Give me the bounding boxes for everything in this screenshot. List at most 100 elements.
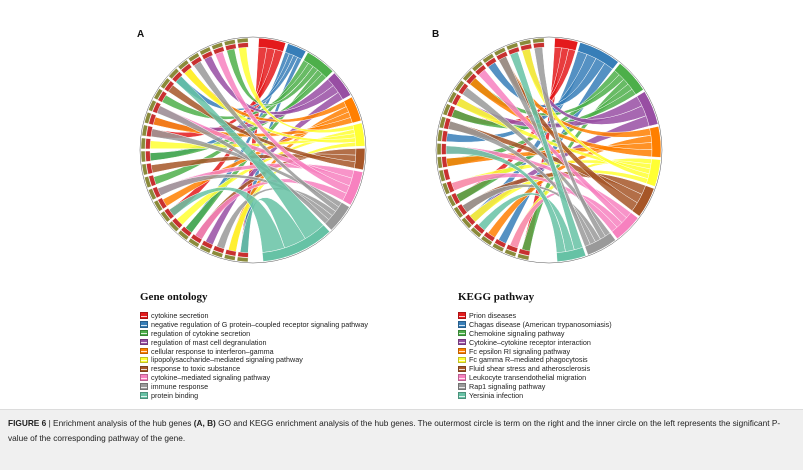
- gene-arc: [439, 116, 447, 129]
- gene-arc: [153, 88, 163, 101]
- gene-pvalue-arc: [225, 249, 237, 257]
- gene-arc: [168, 68, 180, 80]
- gene-arc: [236, 37, 249, 44]
- term-arc: [342, 170, 364, 206]
- legend-swatch: [458, 329, 466, 337]
- outer-outline: [435, 36, 663, 264]
- gene-pvalue-arc: [145, 150, 151, 162]
- legend-label: regulation of mast cell degranulation: [151, 337, 267, 347]
- legend-swatch: [458, 392, 466, 399]
- legend-label: Fluid shear stress and atherosclerosis: [469, 364, 591, 374]
- legend-go: Gene ontology cytokine secretion negative…: [140, 291, 420, 400]
- gene-pvalue-arc: [201, 50, 214, 60]
- gene-pvalue-arc: [458, 83, 469, 95]
- legend-item: response to toxic substance: [140, 364, 420, 373]
- gene-pvalue-arc: [518, 248, 531, 256]
- gene-pvalue-arc: [164, 208, 175, 220]
- term-arc: [303, 52, 334, 78]
- gene-arc: [482, 53, 495, 64]
- term-arc: [262, 224, 330, 262]
- gene-arc: [153, 199, 163, 212]
- gene-pvalue-arc: [180, 63, 193, 74]
- term-arc: [636, 91, 659, 127]
- legend-label: cytokine–mediated signaling pathway: [151, 373, 271, 383]
- caption-separator: |: [46, 418, 54, 428]
- gene-pvalue-arc: [148, 113, 157, 126]
- gene-pvalue-arc: [533, 42, 545, 49]
- gene-pvalue-arc: [171, 217, 183, 229]
- legend-item: Rap1 signaling pathway: [458, 382, 718, 391]
- legend-swatch: [140, 374, 148, 381]
- term-arc: [284, 43, 307, 60]
- gene-pvalue-arc: [171, 71, 183, 83]
- legend-item: Fluid shear stress and atherosclerosis: [458, 364, 718, 373]
- legend-swatch: [458, 347, 466, 355]
- caption-panel-ref: (A, B): [193, 418, 216, 428]
- gene-pvalue-arc: [145, 138, 151, 150]
- gene-arc: [462, 70, 474, 82]
- gene-arc: [141, 124, 148, 137]
- gene-pvalue-arc: [146, 125, 153, 137]
- term-arc: [554, 37, 579, 51]
- figure-caption: FIGURE 6 | Enrichment analysis of the hu…: [8, 416, 798, 446]
- gene-arc: [454, 80, 465, 93]
- legend-swatch: [458, 383, 466, 390]
- gene-arc: [148, 188, 157, 201]
- legend-label: Chagas disease (American trypanosomiasis…: [469, 319, 612, 329]
- gene-arc: [148, 99, 157, 112]
- legend-item: regulation of cytokine secretion: [140, 329, 420, 338]
- gene-pvalue-arc: [443, 168, 451, 181]
- legend-swatch: [140, 347, 148, 355]
- gene-pvalue-arc: [446, 105, 456, 118]
- gene-arc: [144, 112, 152, 124]
- legend-swatch: [458, 321, 466, 328]
- gene-pvalue-arc: [213, 245, 225, 254]
- legend-item: Fc epsilon RI signaling pathway: [458, 347, 718, 356]
- chord-diagram-kegg: [435, 36, 663, 264]
- legend-label: response to toxic substance: [151, 364, 241, 374]
- legend-item: Chagas disease (American trypanosomiasis…: [458, 320, 718, 329]
- legend-item: Cytokine–cytokine receptor interaction: [458, 338, 718, 347]
- gene-arc: [160, 210, 171, 223]
- gene-arc: [188, 237, 200, 248]
- gene-pvalue-arc: [451, 93, 462, 106]
- gene-arc: [446, 194, 457, 207]
- gene-pvalue-arc: [441, 156, 448, 168]
- gene-arc: [453, 206, 464, 219]
- gene-arc: [461, 217, 473, 229]
- gene-pvalue-arc: [465, 73, 477, 85]
- gene-pvalue-arc: [507, 46, 520, 55]
- gene-arc: [506, 42, 519, 51]
- term-arc: [631, 185, 655, 217]
- legend-item: regulation of mast cell degranulation: [140, 338, 420, 347]
- legend-list: cytokine secretion negative regulation of…: [140, 311, 420, 400]
- legend-label: lipopolysaccharide–mediated signaling pa…: [151, 355, 303, 365]
- legend-label: negative regulation of G protein–coupled…: [151, 319, 368, 329]
- gene-arc: [140, 150, 146, 163]
- gene-arc: [140, 137, 146, 150]
- gene-arc: [177, 59, 190, 70]
- gene-pvalue-arc: [473, 223, 485, 235]
- legend-item: protein binding: [140, 391, 420, 400]
- term-arc: [354, 148, 366, 171]
- gene-pvalue-arc: [148, 174, 157, 187]
- gene-pvalue-arc: [496, 51, 508, 61]
- term-arc: [556, 247, 587, 262]
- gene-pvalue-arc: [157, 197, 168, 210]
- legend-swatch: [140, 383, 148, 390]
- gene-pvalue-arc: [451, 192, 461, 205]
- gene-pvalue-arc: [157, 90, 168, 103]
- legend-item: Leukocyte transendothelial migration: [458, 373, 718, 382]
- gene-arc: [437, 156, 443, 169]
- legend-label: cellular response to interferon–gamma: [151, 346, 274, 356]
- chord-diagram-go: [139, 36, 367, 264]
- gene-pvalue-arc: [237, 42, 249, 49]
- term-arc: [614, 63, 644, 95]
- gene-pvalue-arc: [190, 56, 203, 67]
- gene-pvalue-arc: [506, 244, 519, 253]
- caption-text-end: GO and KEGG enrichment analysis of the h…: [8, 418, 781, 443]
- caption-text-start: Enrichment analysis of the hub genes: [53, 418, 194, 428]
- gene-arc: [492, 242, 505, 253]
- ribbons: [149, 46, 357, 254]
- outer-outline: [139, 36, 367, 264]
